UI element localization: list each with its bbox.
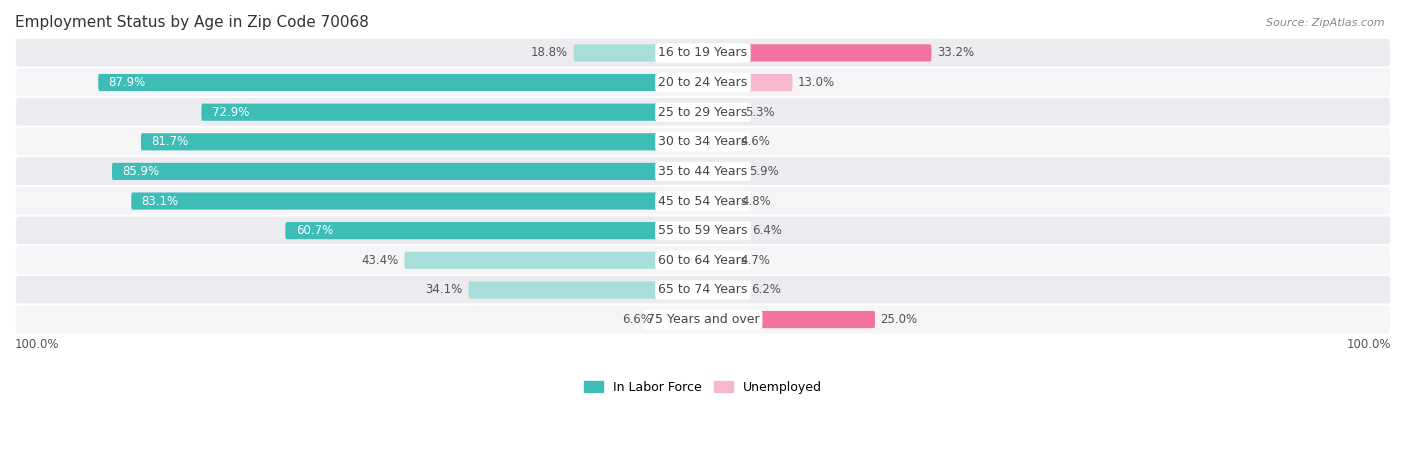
Text: 43.4%: 43.4% bbox=[361, 254, 399, 267]
FancyBboxPatch shape bbox=[15, 216, 1391, 246]
Text: 20 to 24 Years: 20 to 24 Years bbox=[658, 76, 748, 89]
FancyBboxPatch shape bbox=[703, 193, 735, 210]
FancyBboxPatch shape bbox=[703, 104, 740, 121]
Text: 4.6%: 4.6% bbox=[740, 135, 770, 148]
FancyBboxPatch shape bbox=[15, 127, 1391, 157]
FancyBboxPatch shape bbox=[15, 38, 1391, 68]
FancyBboxPatch shape bbox=[201, 104, 703, 121]
Text: 6.2%: 6.2% bbox=[751, 283, 782, 296]
FancyBboxPatch shape bbox=[15, 97, 1391, 127]
Text: 87.9%: 87.9% bbox=[108, 76, 146, 89]
FancyBboxPatch shape bbox=[98, 74, 703, 91]
Text: 4.7%: 4.7% bbox=[741, 254, 770, 267]
Text: 65 to 74 Years: 65 to 74 Years bbox=[658, 283, 748, 296]
FancyBboxPatch shape bbox=[15, 245, 1391, 276]
Text: 30 to 34 Years: 30 to 34 Years bbox=[658, 135, 748, 148]
Text: 60.7%: 60.7% bbox=[295, 224, 333, 237]
FancyBboxPatch shape bbox=[15, 275, 1391, 305]
Text: 34.1%: 34.1% bbox=[426, 283, 463, 296]
Text: 6.6%: 6.6% bbox=[623, 313, 652, 326]
Text: 25.0%: 25.0% bbox=[880, 313, 918, 326]
Text: 60 to 64 Years: 60 to 64 Years bbox=[658, 254, 748, 267]
Text: 33.2%: 33.2% bbox=[936, 46, 974, 60]
FancyBboxPatch shape bbox=[468, 281, 703, 299]
FancyBboxPatch shape bbox=[703, 311, 875, 328]
FancyBboxPatch shape bbox=[15, 186, 1391, 216]
Text: Employment Status by Age in Zip Code 70068: Employment Status by Age in Zip Code 700… bbox=[15, 15, 368, 30]
Text: 100.0%: 100.0% bbox=[1347, 338, 1391, 351]
Text: 55 to 59 Years: 55 to 59 Years bbox=[658, 224, 748, 237]
Text: 35 to 44 Years: 35 to 44 Years bbox=[658, 165, 748, 178]
FancyBboxPatch shape bbox=[285, 222, 703, 239]
FancyBboxPatch shape bbox=[574, 44, 703, 61]
Text: 6.4%: 6.4% bbox=[752, 224, 782, 237]
FancyBboxPatch shape bbox=[703, 44, 931, 61]
FancyBboxPatch shape bbox=[703, 252, 735, 269]
Text: 72.9%: 72.9% bbox=[212, 106, 249, 119]
FancyBboxPatch shape bbox=[15, 156, 1391, 187]
FancyBboxPatch shape bbox=[15, 68, 1391, 98]
FancyBboxPatch shape bbox=[141, 133, 703, 150]
Text: 75 Years and over: 75 Years and over bbox=[647, 313, 759, 326]
Text: 25 to 29 Years: 25 to 29 Years bbox=[658, 106, 748, 119]
FancyBboxPatch shape bbox=[703, 163, 744, 180]
Text: 81.7%: 81.7% bbox=[152, 135, 188, 148]
FancyBboxPatch shape bbox=[112, 163, 703, 180]
FancyBboxPatch shape bbox=[658, 311, 703, 328]
FancyBboxPatch shape bbox=[703, 281, 745, 299]
FancyBboxPatch shape bbox=[131, 193, 703, 210]
Text: 18.8%: 18.8% bbox=[531, 46, 568, 60]
Text: Source: ZipAtlas.com: Source: ZipAtlas.com bbox=[1267, 18, 1385, 28]
Text: 45 to 54 Years: 45 to 54 Years bbox=[658, 194, 748, 207]
FancyBboxPatch shape bbox=[703, 133, 735, 150]
FancyBboxPatch shape bbox=[703, 74, 793, 91]
Text: 16 to 19 Years: 16 to 19 Years bbox=[658, 46, 748, 60]
FancyBboxPatch shape bbox=[703, 222, 747, 239]
Text: 13.0%: 13.0% bbox=[799, 76, 835, 89]
Text: 83.1%: 83.1% bbox=[142, 194, 179, 207]
Text: 5.3%: 5.3% bbox=[745, 106, 775, 119]
FancyBboxPatch shape bbox=[405, 252, 703, 269]
FancyBboxPatch shape bbox=[15, 304, 1391, 335]
Text: 4.8%: 4.8% bbox=[741, 194, 772, 207]
Text: 85.9%: 85.9% bbox=[122, 165, 159, 178]
Legend: In Labor Force, Unemployed: In Labor Force, Unemployed bbox=[579, 376, 827, 399]
Text: 100.0%: 100.0% bbox=[15, 338, 59, 351]
Text: 5.9%: 5.9% bbox=[749, 165, 779, 178]
